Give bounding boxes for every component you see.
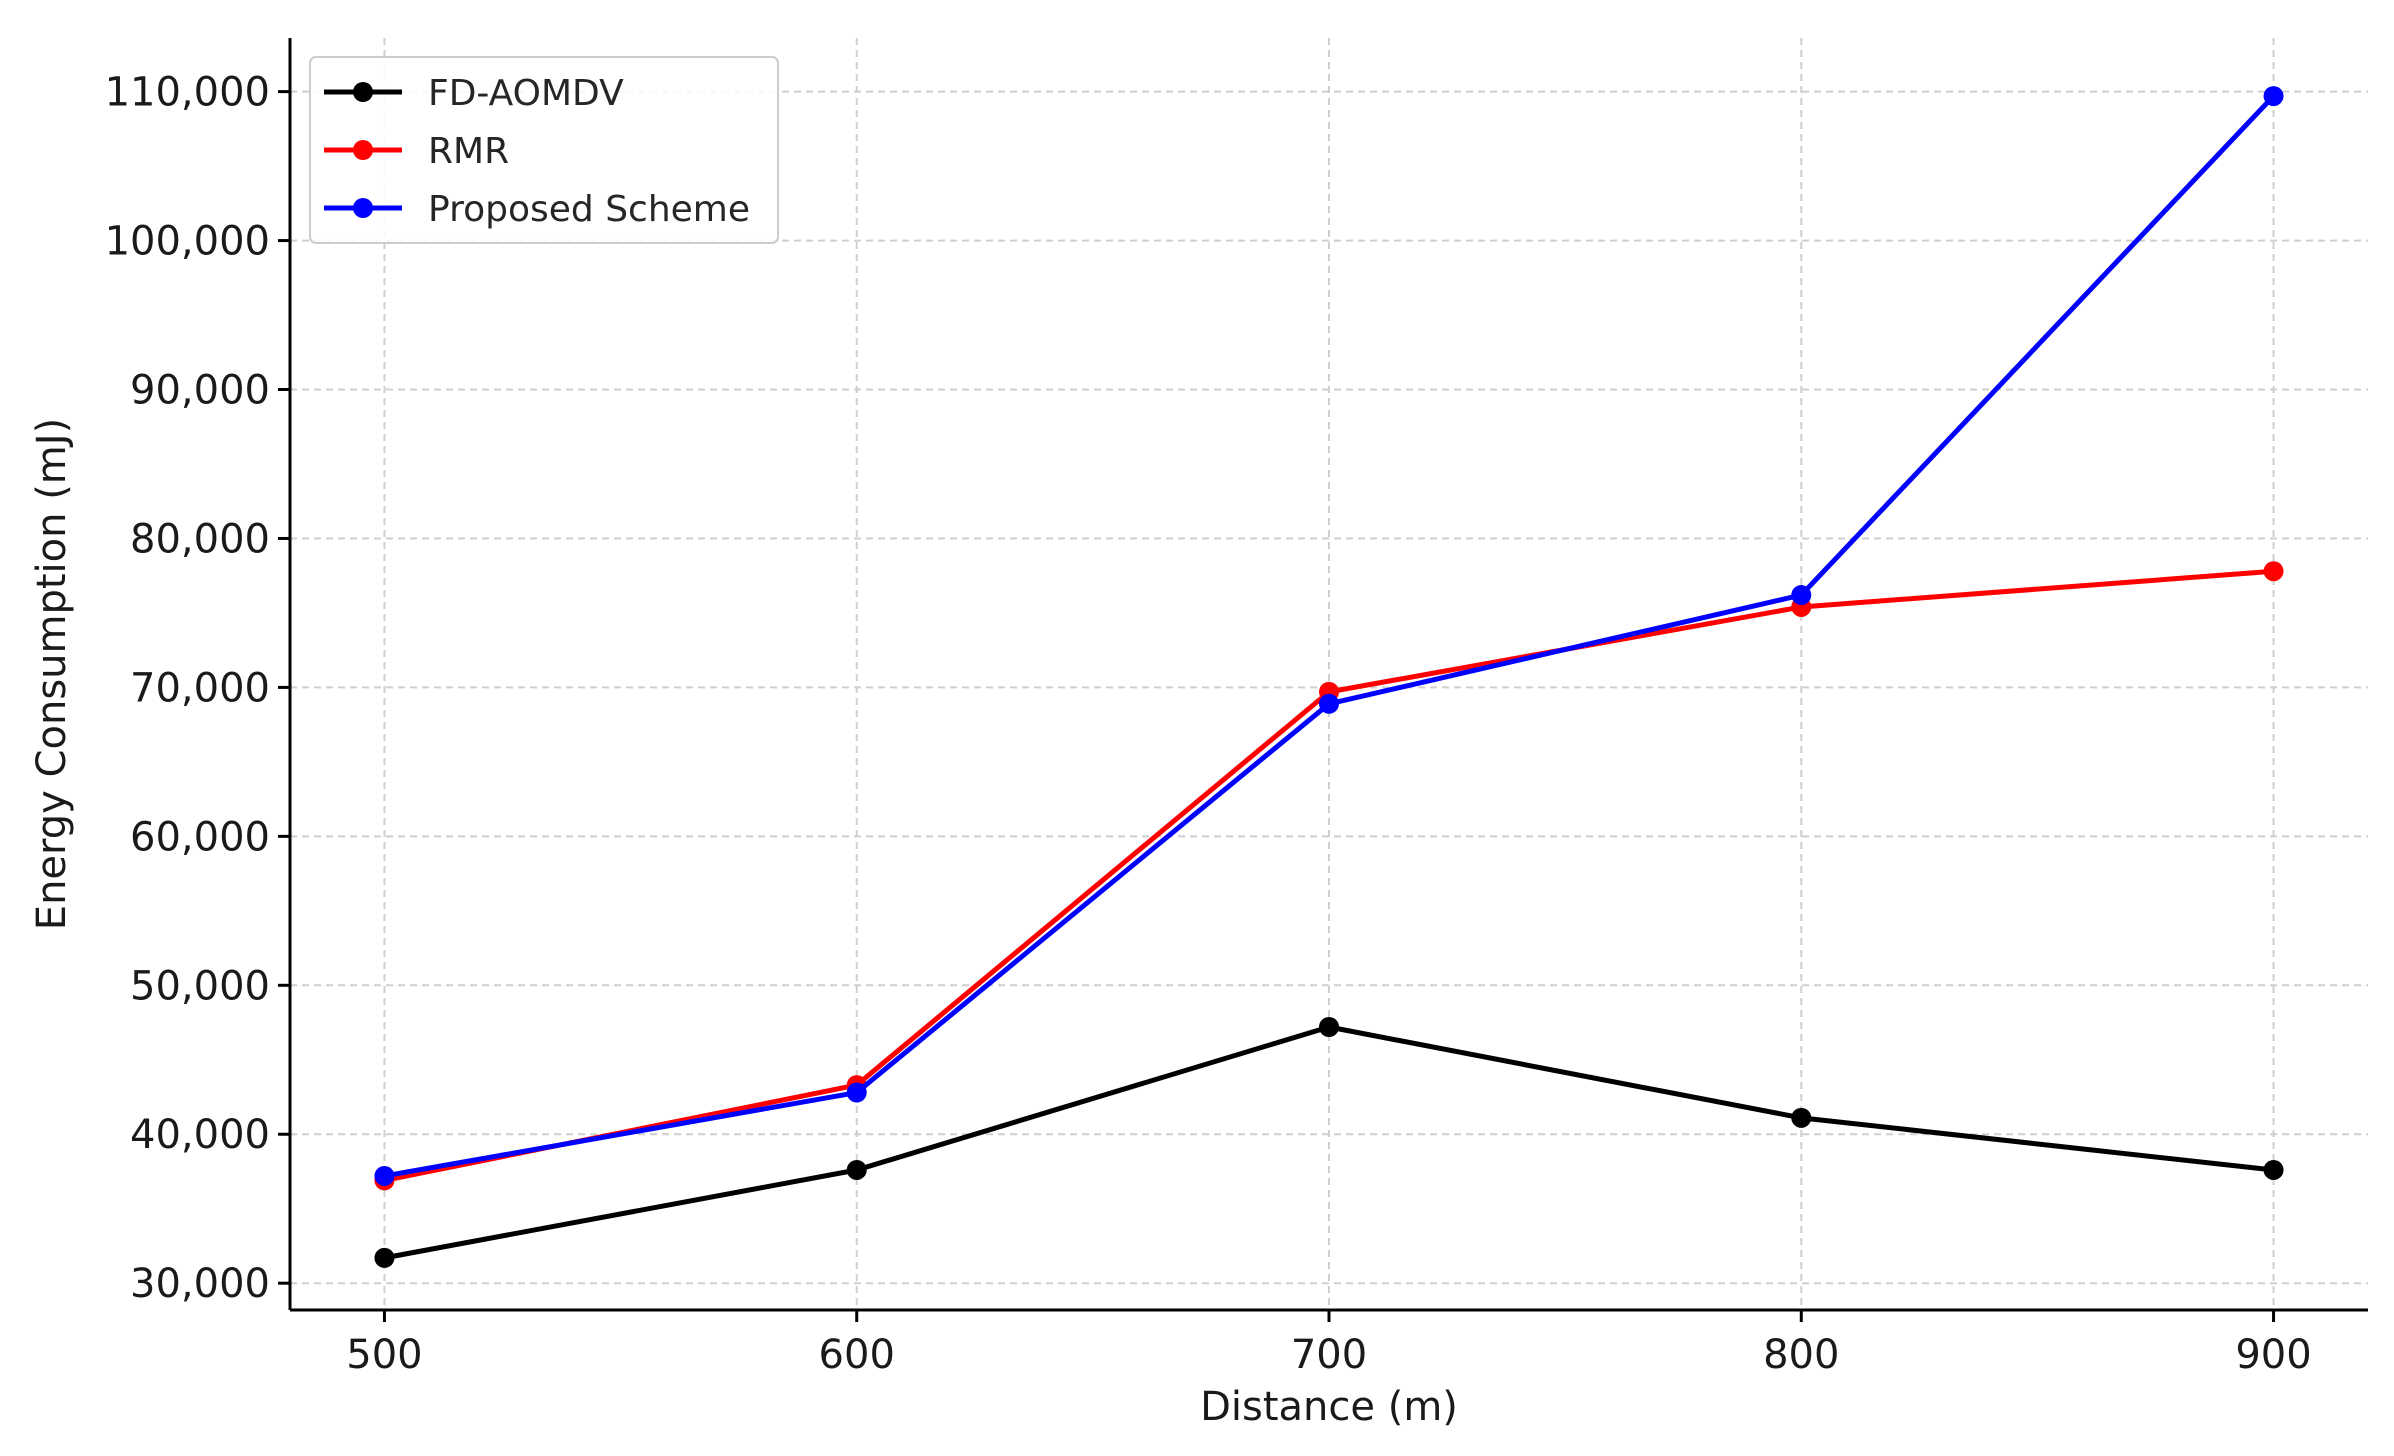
y-tick-label: 70,000	[130, 665, 270, 711]
x-tick-label: 600	[819, 1332, 895, 1378]
legend-entry: FD-AOMDV	[324, 73, 624, 114]
legend: FD-AOMDV RMR Proposed Scheme	[309, 56, 779, 244]
x-tick-label: 700	[1291, 1332, 1367, 1378]
x-axis-title: Distance (m)	[1200, 1384, 1458, 1430]
data-point	[1791, 585, 1812, 606]
series-group	[374, 86, 2284, 1268]
legend-marker	[353, 140, 373, 160]
y-tick-label: 60,000	[130, 814, 270, 860]
legend-label: Proposed Scheme	[428, 189, 750, 230]
y-tick-label: 90,000	[130, 368, 270, 414]
x-tick-label: 500	[346, 1332, 422, 1378]
data-point	[374, 1165, 395, 1186]
y-axis-title: Energy Consumption (mJ)	[29, 418, 75, 930]
legend-entry: Proposed Scheme	[324, 189, 750, 230]
y-tick-label: 80,000	[130, 516, 270, 562]
data-point	[1319, 1017, 1339, 1038]
legend-entry: RMR	[324, 131, 509, 172]
legend-box	[309, 56, 779, 244]
data-point	[2263, 1159, 2284, 1180]
data-point	[846, 1082, 867, 1103]
x-tick-label: 800	[1763, 1332, 1839, 1378]
y-tick-label: 30,000	[130, 1261, 270, 1307]
data-point	[2263, 86, 2284, 107]
data-point	[1319, 693, 1339, 714]
legend-marker	[353, 198, 373, 218]
axes: 500 600 700 800 900 30,000 40,000 50,000 60,000 7…	[105, 38, 2368, 1378]
data-point	[374, 1247, 395, 1268]
legend-label: FD-AOMDV	[428, 73, 624, 114]
series-fd-aomdv	[374, 1017, 2284, 1268]
x-tick-label: 900	[2235, 1332, 2311, 1378]
data-point	[846, 1159, 867, 1180]
data-point	[1791, 1107, 1812, 1128]
legend-marker	[353, 82, 373, 102]
legend-label: RMR	[428, 131, 509, 172]
y-tick-label: 40,000	[130, 1112, 270, 1158]
data-point	[2263, 561, 2284, 582]
y-tick-label: 110,000	[105, 70, 270, 116]
y-tick-label: 100,000	[105, 219, 270, 265]
y-tick-label: 50,000	[130, 963, 270, 1009]
series-proposed-scheme	[374, 86, 2284, 1186]
